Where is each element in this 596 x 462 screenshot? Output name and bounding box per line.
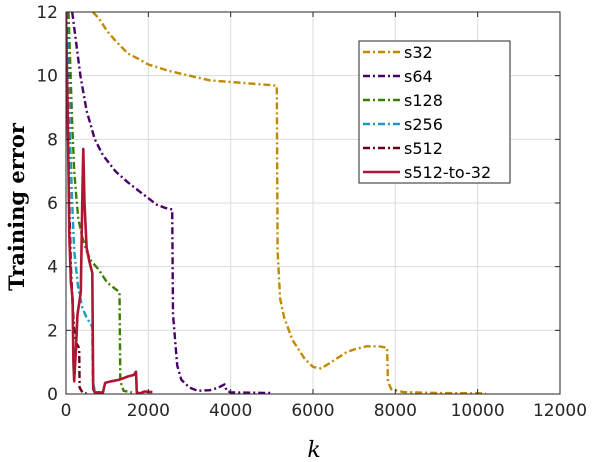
x-tick-label: 2000 [127, 401, 170, 421]
y-axis-label: Training error [4, 122, 29, 291]
x-tick-label: 10000 [451, 401, 505, 421]
series-line-s256 [66, 12, 100, 394]
x-tick-label: 12000 [533, 401, 587, 421]
y-tick-label: 0 [47, 385, 58, 405]
x-axis-label: k [307, 438, 320, 462]
y-tick-label: 10 [36, 67, 58, 87]
legend-label: s512-to-32 [404, 163, 491, 182]
legend: s32 s64 s128 s256 s512 s512-to-32 [358, 40, 511, 184]
series-line-s64 [71, 12, 272, 394]
series-layer [66, 12, 486, 394]
x-tick-label: 8000 [374, 401, 417, 421]
legend-label: s32 [404, 43, 433, 62]
legend-label: s64 [404, 67, 433, 86]
legend-box [358, 40, 511, 184]
x-tick-label: 6000 [291, 401, 334, 421]
series-line-s32 [91, 12, 486, 394]
axis-ticks: 0 2000 4000 6000 8000 10000 12000 0 2 4 6 8 10 12 [36, 3, 587, 421]
y-tick-label: 8 [47, 130, 58, 150]
legend-label: s512 [404, 139, 443, 158]
x-tick-label: 0 [61, 401, 72, 421]
y-tick-label: 6 [47, 194, 58, 214]
legend-label: s128 [404, 91, 443, 110]
legend-label: s256 [404, 115, 443, 134]
y-tick-label: 4 [47, 258, 58, 278]
x-tick-label: 4000 [209, 401, 252, 421]
y-tick-label: 2 [47, 321, 58, 341]
y-tick-label: 12 [36, 3, 58, 23]
series-line-s512-to-32 [66, 12, 153, 394]
